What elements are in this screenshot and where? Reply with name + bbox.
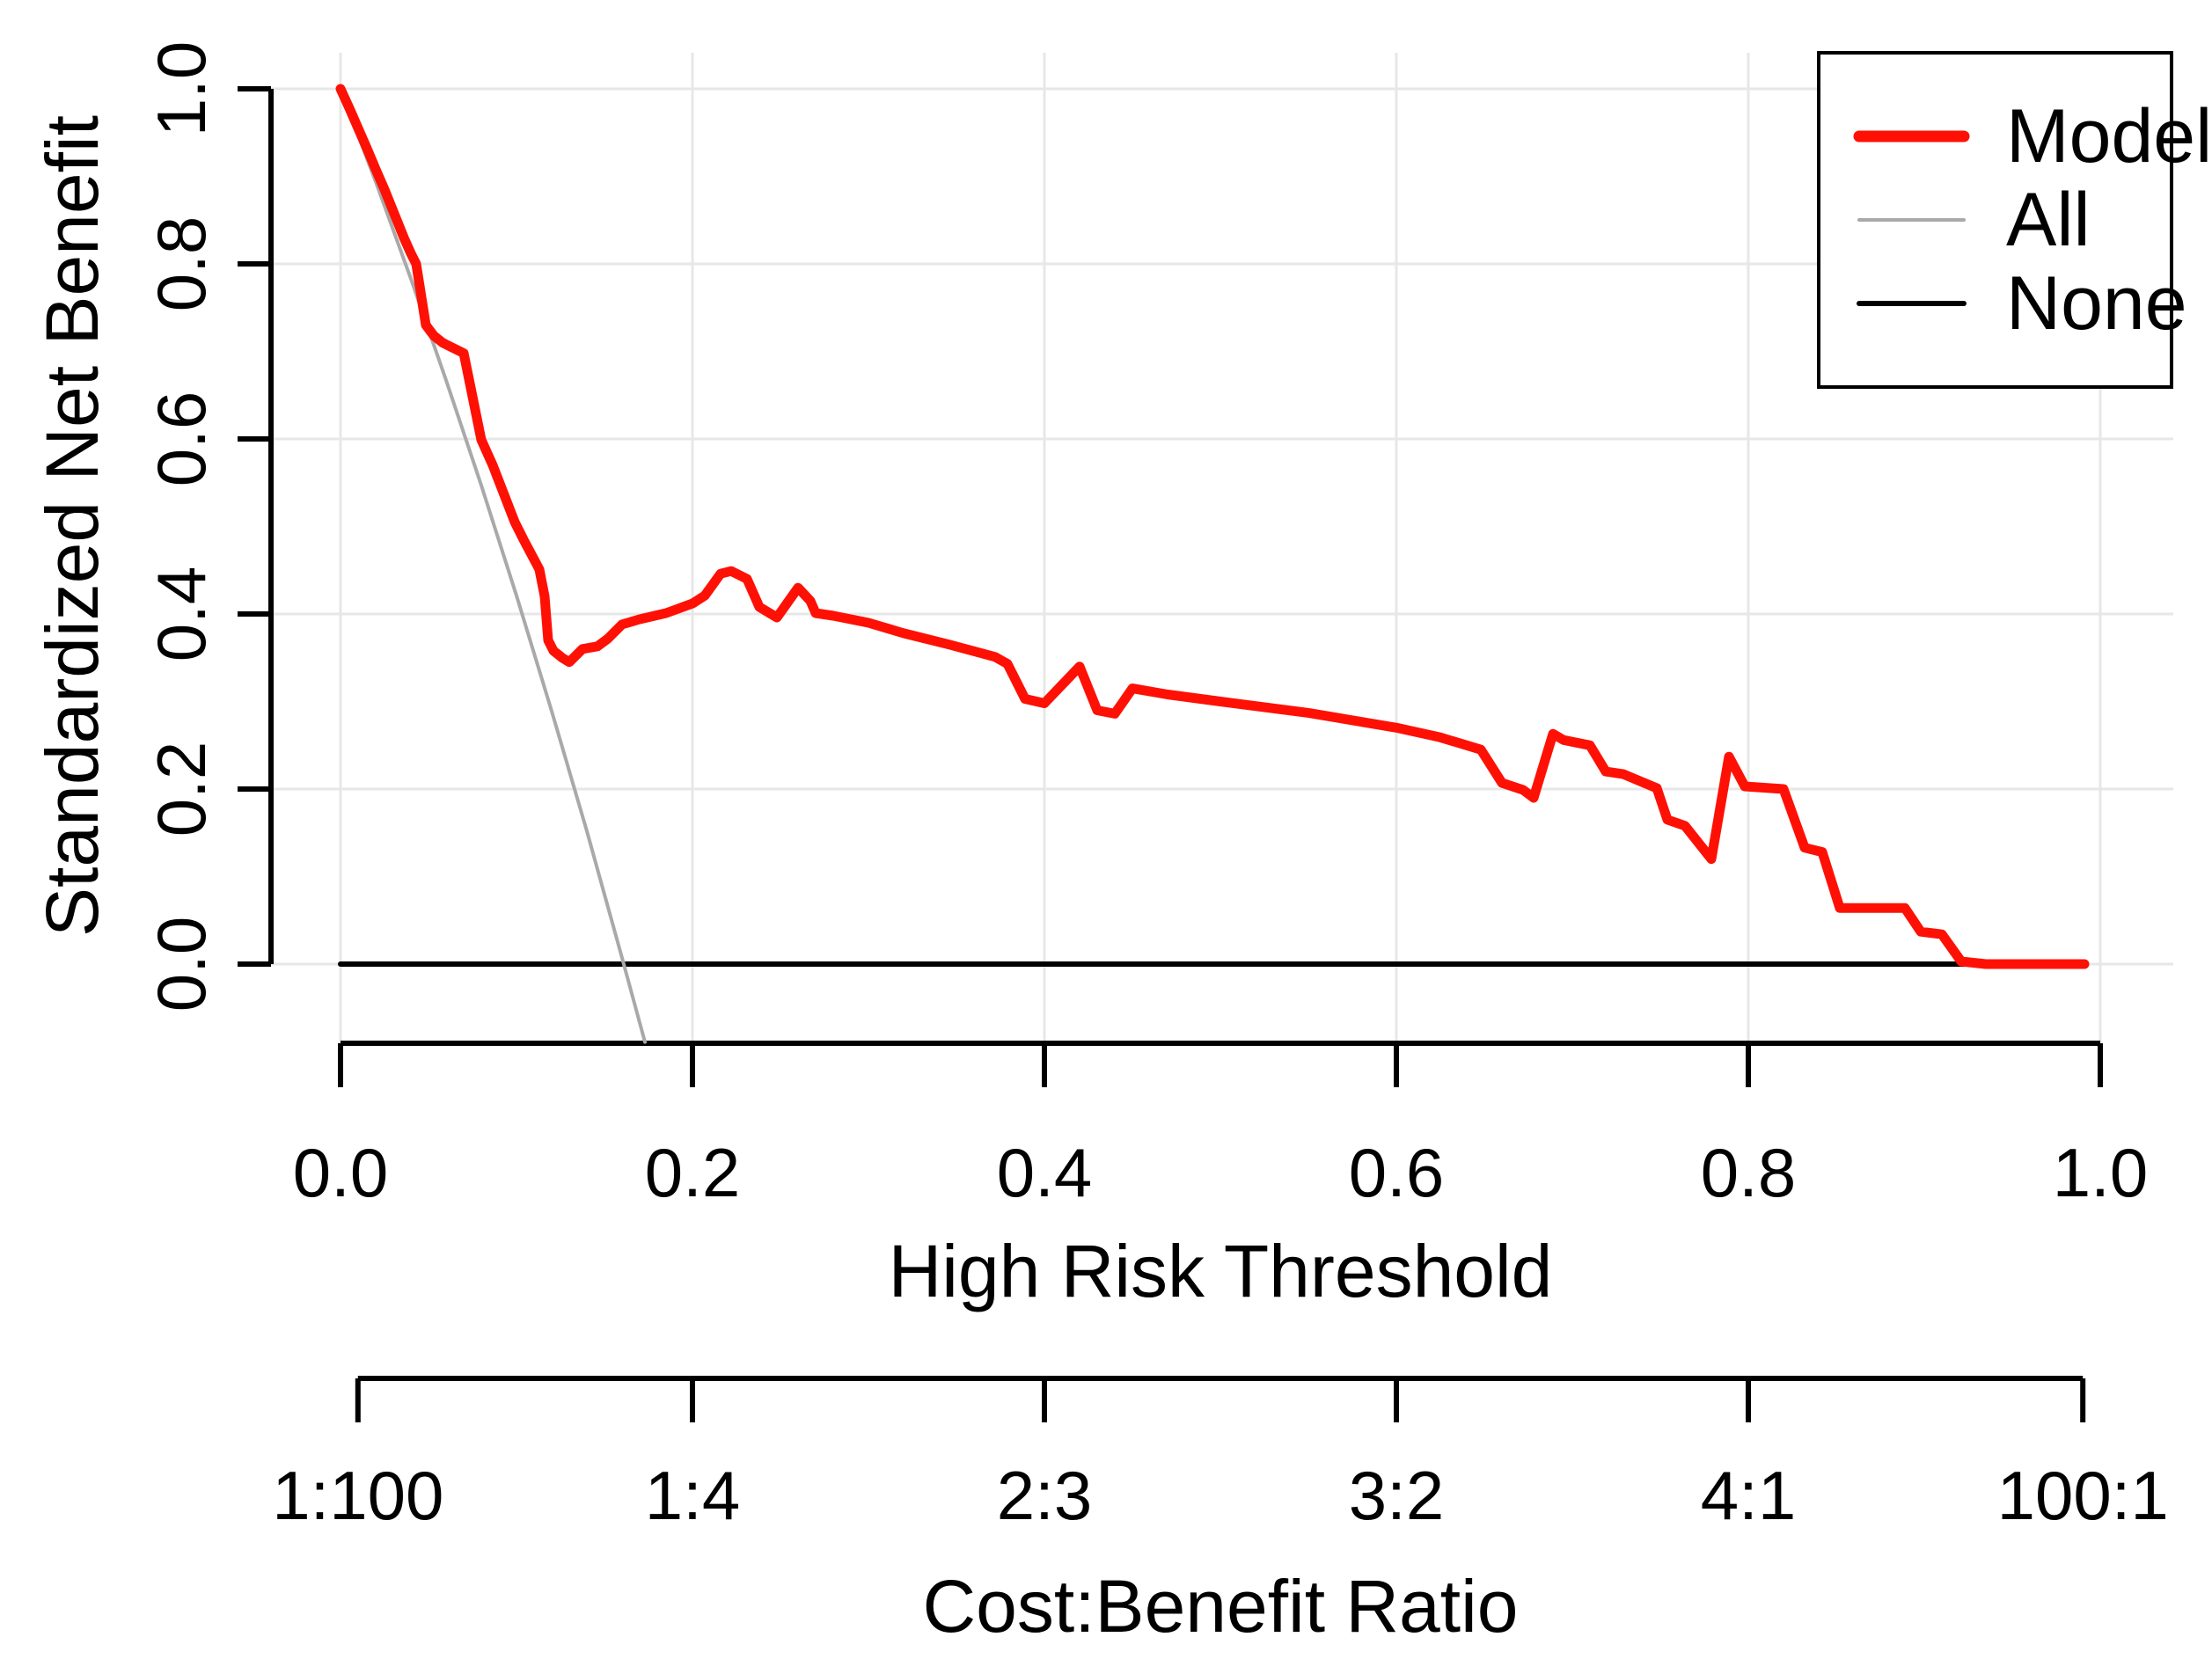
cost-benefit-tick-label: 3:2 [1349, 1457, 1444, 1534]
model-line [335, 84, 2090, 969]
cost-benefit-tick-label: 4:1 [1701, 1457, 1796, 1534]
x-axis-title: High Risk Threshold [889, 1230, 1553, 1312]
x-tick-label: 0.4 [997, 1134, 1092, 1211]
cost-benefit-axis-title: Cost:Benefit Ratio [922, 1565, 1518, 1648]
y-axis: 0.0 0.2 0.4 0.6 0.8 1.0 [143, 41, 274, 1012]
x-axis: 0.0 0.2 0.4 0.6 0.8 1.0 [293, 1041, 2148, 1211]
legend-label-none: None [2006, 261, 2187, 346]
x-tick-label: 0.8 [1701, 1134, 1796, 1211]
y-tick-label: 0.0 [143, 917, 220, 1012]
cost-benefit-tick-label: 1:100 [272, 1457, 443, 1534]
x-tick-label: 0.6 [1349, 1134, 1444, 1211]
y-tick-label: 0.4 [143, 566, 220, 661]
series-lines [335, 84, 2090, 1044]
x-tick-label: 1.0 [2053, 1134, 2148, 1211]
x-tick-label: 0.2 [645, 1134, 740, 1211]
legend-label-all: All [2006, 178, 2091, 262]
x-tick-label: 0.0 [293, 1134, 388, 1211]
cost-benefit-axis: 1:100 1:4 2:3 3:2 4:1 100:1 [272, 1376, 2169, 1534]
y-tick-label: 0.6 [143, 391, 220, 486]
cost-benefit-tick-label: 1:4 [645, 1457, 740, 1534]
cost-benefit-tick-label: 2:3 [997, 1457, 1092, 1534]
legend-label-model: Model [2006, 94, 2212, 179]
y-tick-label: 1.0 [143, 41, 220, 136]
y-tick-label: 0.2 [143, 742, 220, 837]
cost-benefit-tick-label: 100:1 [1997, 1457, 2169, 1534]
y-axis-title: Standardized Net Benefit [31, 115, 114, 937]
all-line [339, 87, 647, 1044]
y-tick-label: 0.8 [143, 216, 220, 311]
